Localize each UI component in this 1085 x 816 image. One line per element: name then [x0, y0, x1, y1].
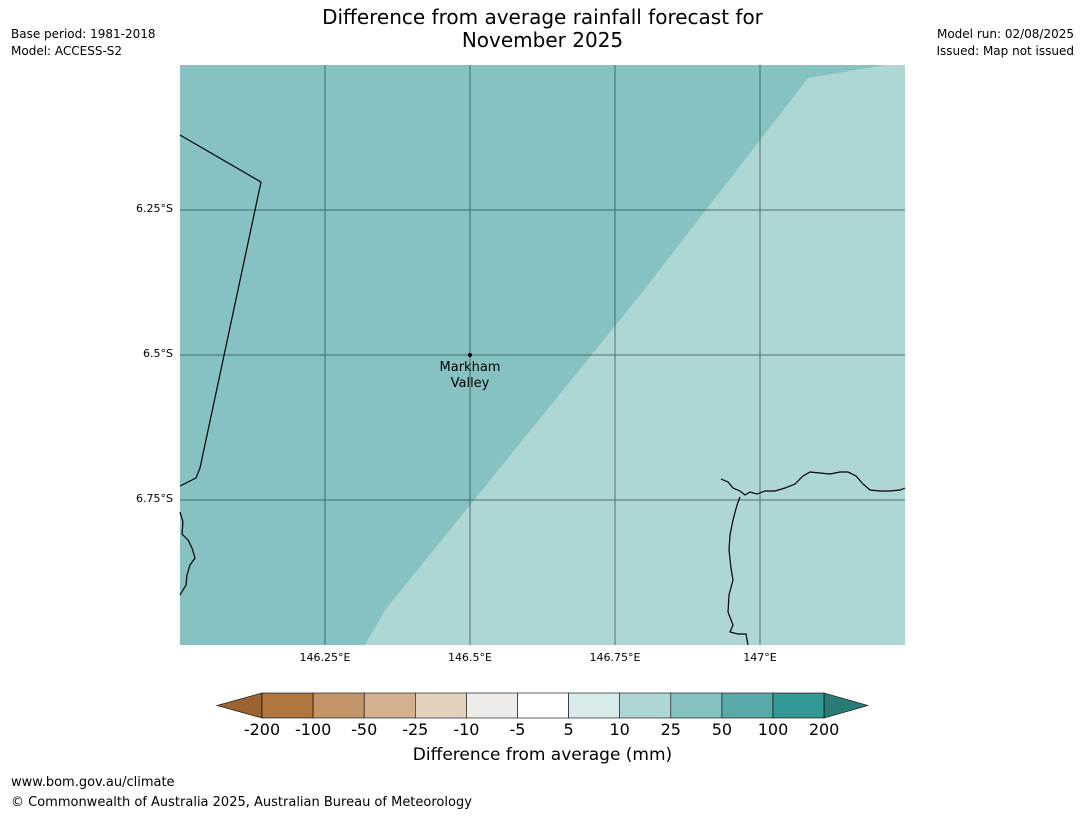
- model-run: Model run: 02/08/2025: [936, 27, 1074, 41]
- colorbar-arrow-right: [823, 692, 870, 719]
- place-label-markham-valley: Markham Valley: [410, 360, 530, 392]
- lon-label-147: 147°E: [743, 651, 777, 664]
- lat-label-6-25: 6.25°S: [136, 202, 173, 215]
- colorbar-tick-label: 50: [711, 720, 733, 739]
- place-name-line-1: Markham: [439, 360, 501, 375]
- markham-valley-marker: [468, 353, 472, 357]
- colorbar-tick-label: -10: [453, 720, 480, 739]
- river: [727, 496, 749, 646]
- colorbar-tick-label: 5: [563, 720, 574, 739]
- colorbar: [215, 692, 870, 719]
- colorbar-tick-label: 25: [660, 720, 681, 739]
- map-title: Difference from average rainfall forecas…: [0, 6, 1085, 52]
- meta-right: Model run: 02/08/2025 Issued: Map not is…: [936, 26, 1074, 60]
- map-area: [179, 65, 906, 646]
- place-name-line-2: Valley: [450, 376, 490, 391]
- lon-label-146-75: 146.75°E: [589, 651, 641, 664]
- colorbar-box: [312, 692, 365, 719]
- lon-label-146-5: 146.5°E: [448, 651, 492, 664]
- colorbar-box: [721, 692, 774, 719]
- colorbar-tick-label: -25: [402, 720, 429, 739]
- colorbar-box: [670, 692, 723, 719]
- coast-west: [179, 511, 196, 596]
- border-line: [179, 134, 262, 487]
- colorbar-box: [414, 692, 467, 719]
- coast-east: [720, 471, 906, 496]
- colorbar-box: [517, 692, 569, 719]
- colorbar-title: Difference from average (mm): [412, 745, 673, 765]
- colorbar-box: [772, 692, 825, 719]
- colorbar-tick-label: 10: [609, 720, 630, 739]
- colorbar-arrow-left: [215, 692, 263, 719]
- footer-url: www.bom.gov.au/climate: [11, 775, 175, 790]
- issued-status: Issued: Map not issued: [936, 44, 1074, 58]
- colorbar-box: [619, 692, 672, 719]
- coastlines: [179, 134, 906, 646]
- colorbar-tick-label: -50: [351, 720, 378, 739]
- meta-left: Base period: 1981-2018 Model: ACCESS-S2: [11, 26, 156, 60]
- colorbar-box: [466, 692, 518, 719]
- colorbar-tick-label: 200: [808, 720, 840, 739]
- model-name: Model: ACCESS-S2: [11, 44, 123, 58]
- lat-label-6-5: 6.5°S: [143, 347, 173, 360]
- colorbar-tick-label: -200: [243, 720, 281, 739]
- title-line-1: Difference from average rainfall forecas…: [322, 5, 763, 29]
- colorbar-tick-label: -100: [294, 720, 332, 739]
- colorbar-tick-label: 100: [757, 720, 789, 739]
- title-line-2: November 2025: [461, 28, 624, 52]
- colorbar-box: [568, 692, 620, 719]
- colorbar-box: [363, 692, 416, 719]
- footer-copyright: © Commonwealth of Australia 2025, Austra…: [11, 795, 472, 810]
- base-period: Base period: 1981-2018: [11, 27, 156, 41]
- colorbar-tick-label: -5: [509, 720, 526, 739]
- lat-label-6-75: 6.75°S: [136, 492, 173, 505]
- colorbar-box: [261, 692, 314, 719]
- lon-label-146-25: 146.25°E: [299, 651, 351, 664]
